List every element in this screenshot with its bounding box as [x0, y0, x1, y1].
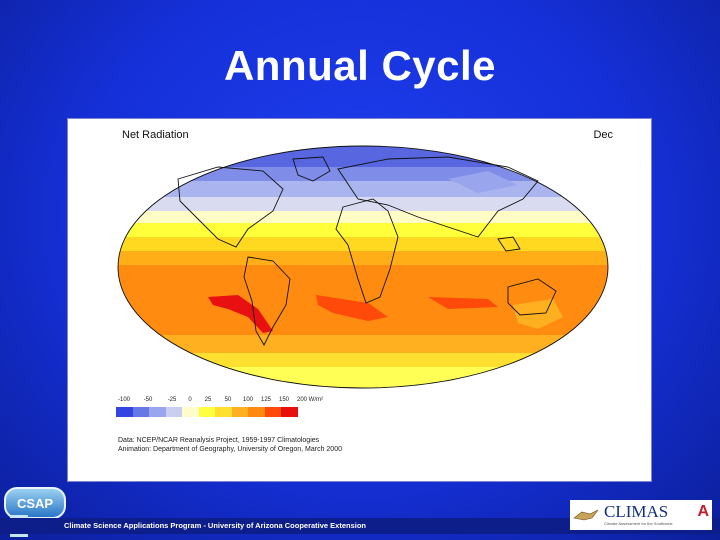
colorbar-label: 0 — [188, 397, 192, 403]
colorbar-swatch — [165, 407, 182, 417]
footer-text: Climate Science Applications Program - U… — [64, 521, 367, 530]
climas-bird-icon — [573, 509, 599, 521]
climas-wordmark: CLIMAS — [604, 502, 669, 521]
slide-title: Annual Cycle — [223, 42, 497, 89]
colorbar-label: 25 — [204, 397, 212, 403]
colorbar-swatch — [182, 407, 199, 417]
footer-bar — [0, 518, 720, 534]
colorbar-swatch — [215, 407, 232, 417]
csap-logo-text: CSAP — [16, 495, 54, 511]
colorbar-label: -25 — [167, 397, 177, 403]
radiation-bands — [118, 146, 608, 388]
colorbar-swatch — [248, 407, 265, 417]
climas-logo: CLIMAS Climate Assessment for the Southw… — [570, 500, 712, 530]
colorbar-swatch — [116, 407, 133, 417]
colorbar-label: 100 — [242, 397, 254, 403]
colorbar-label: -50 — [143, 397, 153, 403]
colorbar-swatch — [264, 407, 281, 417]
colorbar-swatch — [132, 407, 149, 417]
colorbar-label: 150 — [278, 397, 290, 403]
data-credit: Data: NCEP/NCAR Reanalysis Project, 1959… — [118, 437, 320, 444]
arizona-a-logo: A — [697, 503, 709, 520]
map-title: Net Radiation — [122, 129, 189, 141]
coastlines — [117, 145, 609, 389]
colorbar-label: -100 — [117, 397, 131, 403]
colorbar-label: 200 W/m² — [296, 397, 324, 403]
colorbar-label: 125 — [260, 397, 272, 403]
colorbar-swatch — [149, 407, 166, 417]
colorbar-label: 50 — [224, 397, 232, 403]
map-month: Dec — [593, 129, 613, 141]
colorbar-labels: -100 -50 -25 0 25 50 100 125 150 200 W/m… — [116, 397, 336, 407]
colorbar-swatch — [281, 407, 298, 417]
colorbar-swatch — [198, 407, 215, 417]
colorbar — [116, 407, 298, 417]
colorbar-swatch — [231, 407, 248, 417]
map-panel: Net Radiation Dec — [67, 118, 652, 482]
climas-tagline: Climate Assessment for the Southwest — [604, 521, 673, 526]
net-radiation-map — [117, 145, 609, 389]
animation-credit: Animation: Department of Geography, Univ… — [118, 446, 342, 453]
